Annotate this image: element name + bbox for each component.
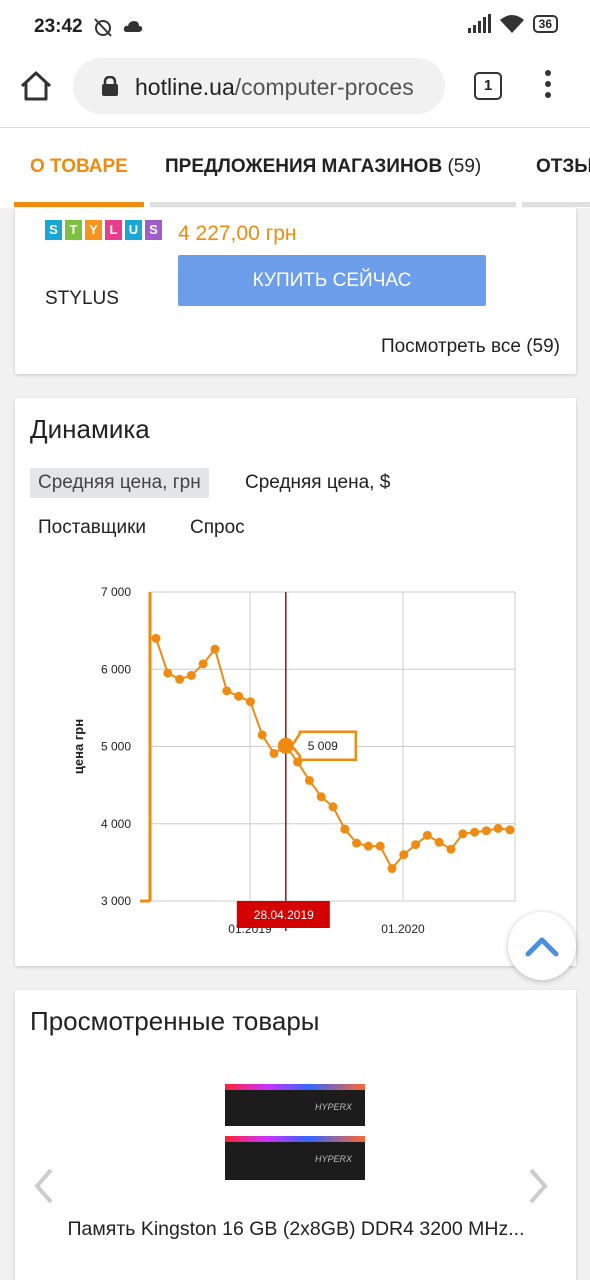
data-point[interactable] xyxy=(316,792,326,802)
active-tab-indicator xyxy=(14,202,144,207)
status-time: 23:42 xyxy=(34,16,83,37)
offer-card: S T Y L U S STYLUS 4 227,00 грн КУПИТЬ С… xyxy=(15,208,576,374)
y-tick-label: 7 000 xyxy=(101,585,131,599)
price-dynamics-card: Динамика Средняя цена, грн Средняя цена,… xyxy=(15,398,576,966)
data-point[interactable] xyxy=(245,697,255,707)
chevron-right-icon[interactable] xyxy=(523,1166,553,1206)
data-point[interactable] xyxy=(387,864,397,874)
signal-icon xyxy=(467,14,491,33)
y-tick-label: 3 000 xyxy=(101,894,131,908)
chip-avg-price-uah[interactable]: Средняя цена, грн xyxy=(30,468,209,498)
product-image[interactable]: HYPERX HYPERX xyxy=(225,1084,365,1184)
section-title: Просмотренные товары xyxy=(30,1006,320,1036)
chevron-up-icon xyxy=(525,937,559,957)
data-point[interactable] xyxy=(434,837,444,847)
status-bar: 23:42 36 xyxy=(0,0,590,56)
wifi-icon xyxy=(499,15,524,33)
data-point[interactable] xyxy=(375,841,385,851)
data-point[interactable] xyxy=(198,659,208,669)
url-text: hotline.ua/computer-proces xyxy=(135,74,414,100)
data-point[interactable] xyxy=(257,730,267,740)
highlighted-point[interactable] xyxy=(277,737,294,754)
tab-reviews[interactable]: ОТЗЫ xyxy=(536,156,590,177)
product-tabs: О ТОВАРЕ ПРЕДЛОЖЕНИЯ МАГАЗИНОВ (59) ОТЗЫ xyxy=(0,128,590,208)
buy-now-button[interactable]: КУПИТЬ СЕЙЧАС xyxy=(178,255,486,306)
data-point[interactable] xyxy=(505,825,515,835)
see-all-offers-link[interactable]: Посмотреть все (59) xyxy=(380,336,560,357)
value-tooltip: 5 009 xyxy=(290,730,358,762)
data-point[interactable] xyxy=(458,829,468,839)
browser-toolbar: hotline.ua/computer-proces 1 xyxy=(0,56,590,128)
viewed-products-card: Просмотренные товары HYPERX HYPERX Памят… xyxy=(15,990,576,1280)
data-point[interactable] xyxy=(163,668,173,678)
x-tick-label: 01.2020 xyxy=(381,922,425,936)
data-point[interactable] xyxy=(363,841,373,851)
tab-switcher-button[interactable]: 1 xyxy=(474,72,502,100)
chevron-left-icon[interactable] xyxy=(29,1166,59,1206)
data-point[interactable] xyxy=(481,826,491,836)
shop-name[interactable]: STYLUS xyxy=(45,288,119,309)
data-point[interactable] xyxy=(446,844,456,854)
product-name-link[interactable]: Память Kingston 16 GB (2x8GB) DDR4 3200 … xyxy=(67,1218,525,1240)
stylus-logo[interactable]: S T Y L U S xyxy=(45,220,162,240)
data-point[interactable] xyxy=(422,830,432,840)
data-point[interactable] xyxy=(222,686,232,696)
section-title: Динамика xyxy=(30,414,150,444)
data-point[interactable] xyxy=(151,633,161,643)
home-icon[interactable] xyxy=(18,68,54,104)
y-tick-label: 5 000 xyxy=(101,740,131,754)
alarm-off-icon xyxy=(94,18,112,37)
data-point[interactable] xyxy=(210,644,220,654)
data-point[interactable] xyxy=(399,850,409,860)
data-point[interactable] xyxy=(304,775,314,785)
overflow-menu-icon[interactable] xyxy=(538,70,558,102)
tab-about-product[interactable]: О ТОВАРЕ xyxy=(30,156,128,177)
lock-icon xyxy=(102,76,118,96)
data-point[interactable] xyxy=(186,670,196,680)
data-point[interactable] xyxy=(340,824,350,834)
battery-indicator: 36 xyxy=(532,15,558,33)
tooltip-value: 5 009 xyxy=(308,739,338,753)
tab-shop-offers[interactable]: ПРЕДЛОЖЕНИЯ МАГАЗИНОВ (59) xyxy=(165,156,482,177)
chip-suppliers[interactable]: Поставщики xyxy=(38,517,147,538)
address-bar[interactable]: hotline.ua/computer-proces xyxy=(73,58,445,114)
data-point[interactable] xyxy=(269,748,279,758)
data-point[interactable] xyxy=(175,674,185,684)
chip-avg-price-usd[interactable]: Средняя цена, $ xyxy=(245,472,391,493)
y-tick-label: 6 000 xyxy=(101,662,131,676)
y-tick-label: 4 000 xyxy=(101,817,131,831)
date-flag-label: 28.04.2019 xyxy=(254,908,314,922)
cloud-icon xyxy=(123,21,143,32)
svg-text:HYPERX: HYPERX xyxy=(315,1102,353,1112)
data-point[interactable] xyxy=(493,823,503,833)
scroll-to-top-button[interactable] xyxy=(508,912,576,980)
data-point[interactable] xyxy=(411,840,421,850)
data-point[interactable] xyxy=(234,691,244,701)
chip-demand[interactable]: Спрос xyxy=(190,517,245,538)
data-point[interactable] xyxy=(352,838,362,848)
y-axis-label: цена грн xyxy=(71,719,86,774)
svg-text:HYPERX: HYPERX xyxy=(315,1154,353,1164)
data-point[interactable] xyxy=(328,802,338,812)
data-point[interactable] xyxy=(470,827,480,837)
date-flag: 28.04.2019 xyxy=(236,901,330,928)
offer-price: 4 227,00 грн xyxy=(178,222,297,245)
